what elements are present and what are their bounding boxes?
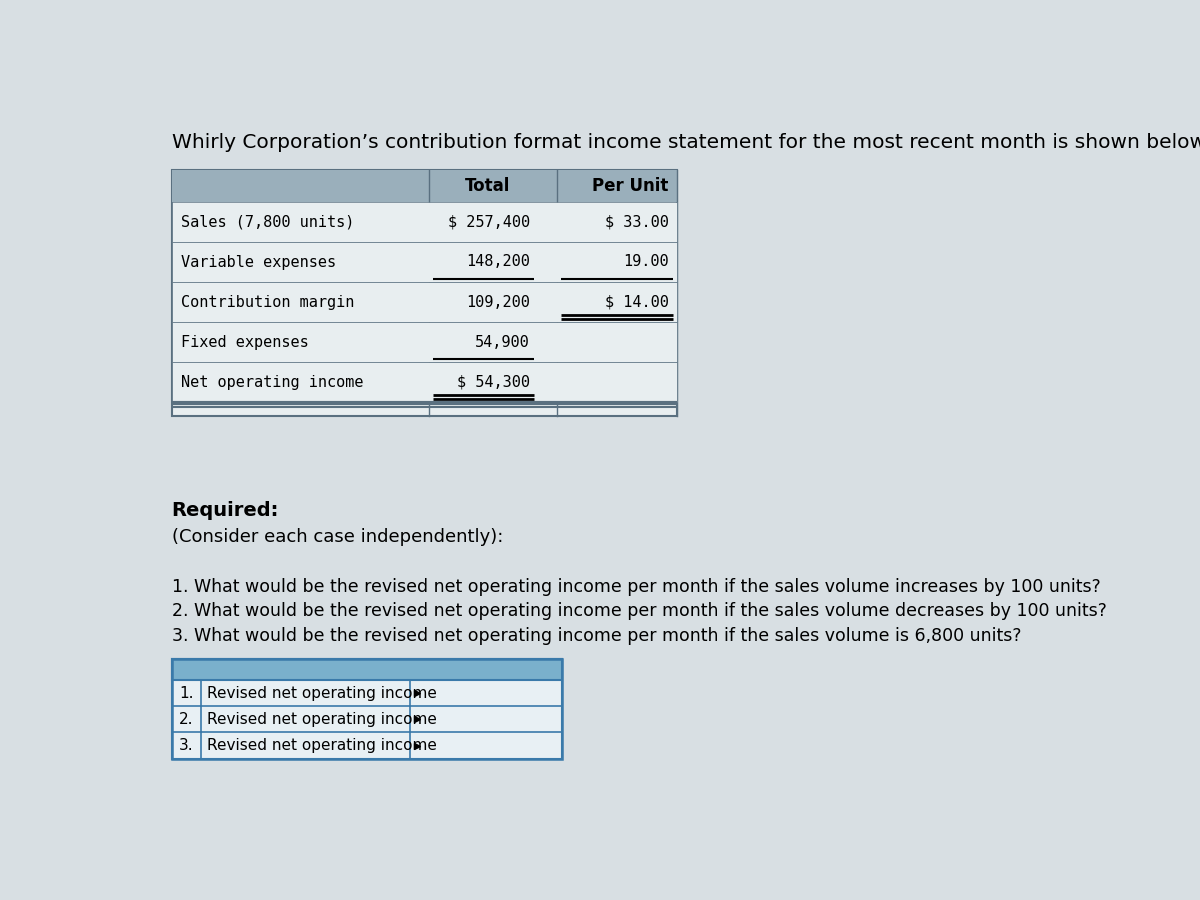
Bar [172,202,677,242]
Text: Revised net operating income: Revised net operating income [208,712,437,727]
Text: Total: Total [464,176,510,194]
Text: (Consider each case independently):: (Consider each case independently): [172,528,503,546]
Bar [172,362,677,402]
Text: 54,900: 54,900 [475,335,529,349]
Text: $ 257,400: $ 257,400 [448,214,529,230]
Text: Sales (7,800 units): Sales (7,800 units) [181,214,354,230]
Bar [172,659,562,759]
Text: $ 33.00: $ 33.00 [605,214,670,230]
Text: 109,200: 109,200 [466,294,529,310]
Bar [172,242,677,282]
Text: Variable expenses: Variable expenses [181,255,336,269]
Text: Per Unit: Per Unit [593,176,668,194]
Text: 3. What would be the revised net operating income per month if the sales volume : 3. What would be the revised net operati… [172,627,1021,645]
Bar [172,659,562,759]
Text: Revised net operating income: Revised net operating income [208,738,437,753]
Text: $ 14.00: $ 14.00 [605,294,670,310]
Text: Revised net operating income: Revised net operating income [208,686,437,701]
Bar [172,169,677,202]
Text: 1. What would be the revised net operating income per month if the sales volume : 1. What would be the revised net operati… [172,578,1100,596]
Bar [172,169,677,416]
Text: 2. What would be the revised net operating income per month if the sales volume : 2. What would be the revised net operati… [172,602,1106,620]
Text: 3.: 3. [179,738,193,753]
Bar [172,659,562,680]
Text: Contribution margin: Contribution margin [181,294,354,310]
Text: 2.: 2. [179,712,193,727]
Bar [172,322,677,362]
Text: Fixed expenses: Fixed expenses [181,335,308,349]
Bar [172,282,677,322]
Text: 1.: 1. [179,686,193,701]
Text: 148,200: 148,200 [466,255,529,269]
Text: $ 54,300: $ 54,300 [457,374,529,390]
Text: 19.00: 19.00 [624,255,670,269]
Text: Net operating income: Net operating income [181,374,364,390]
Text: Required:: Required: [172,500,280,519]
Text: Whirly Corporation’s contribution format income statement for the most recent mo: Whirly Corporation’s contribution format… [172,132,1200,151]
